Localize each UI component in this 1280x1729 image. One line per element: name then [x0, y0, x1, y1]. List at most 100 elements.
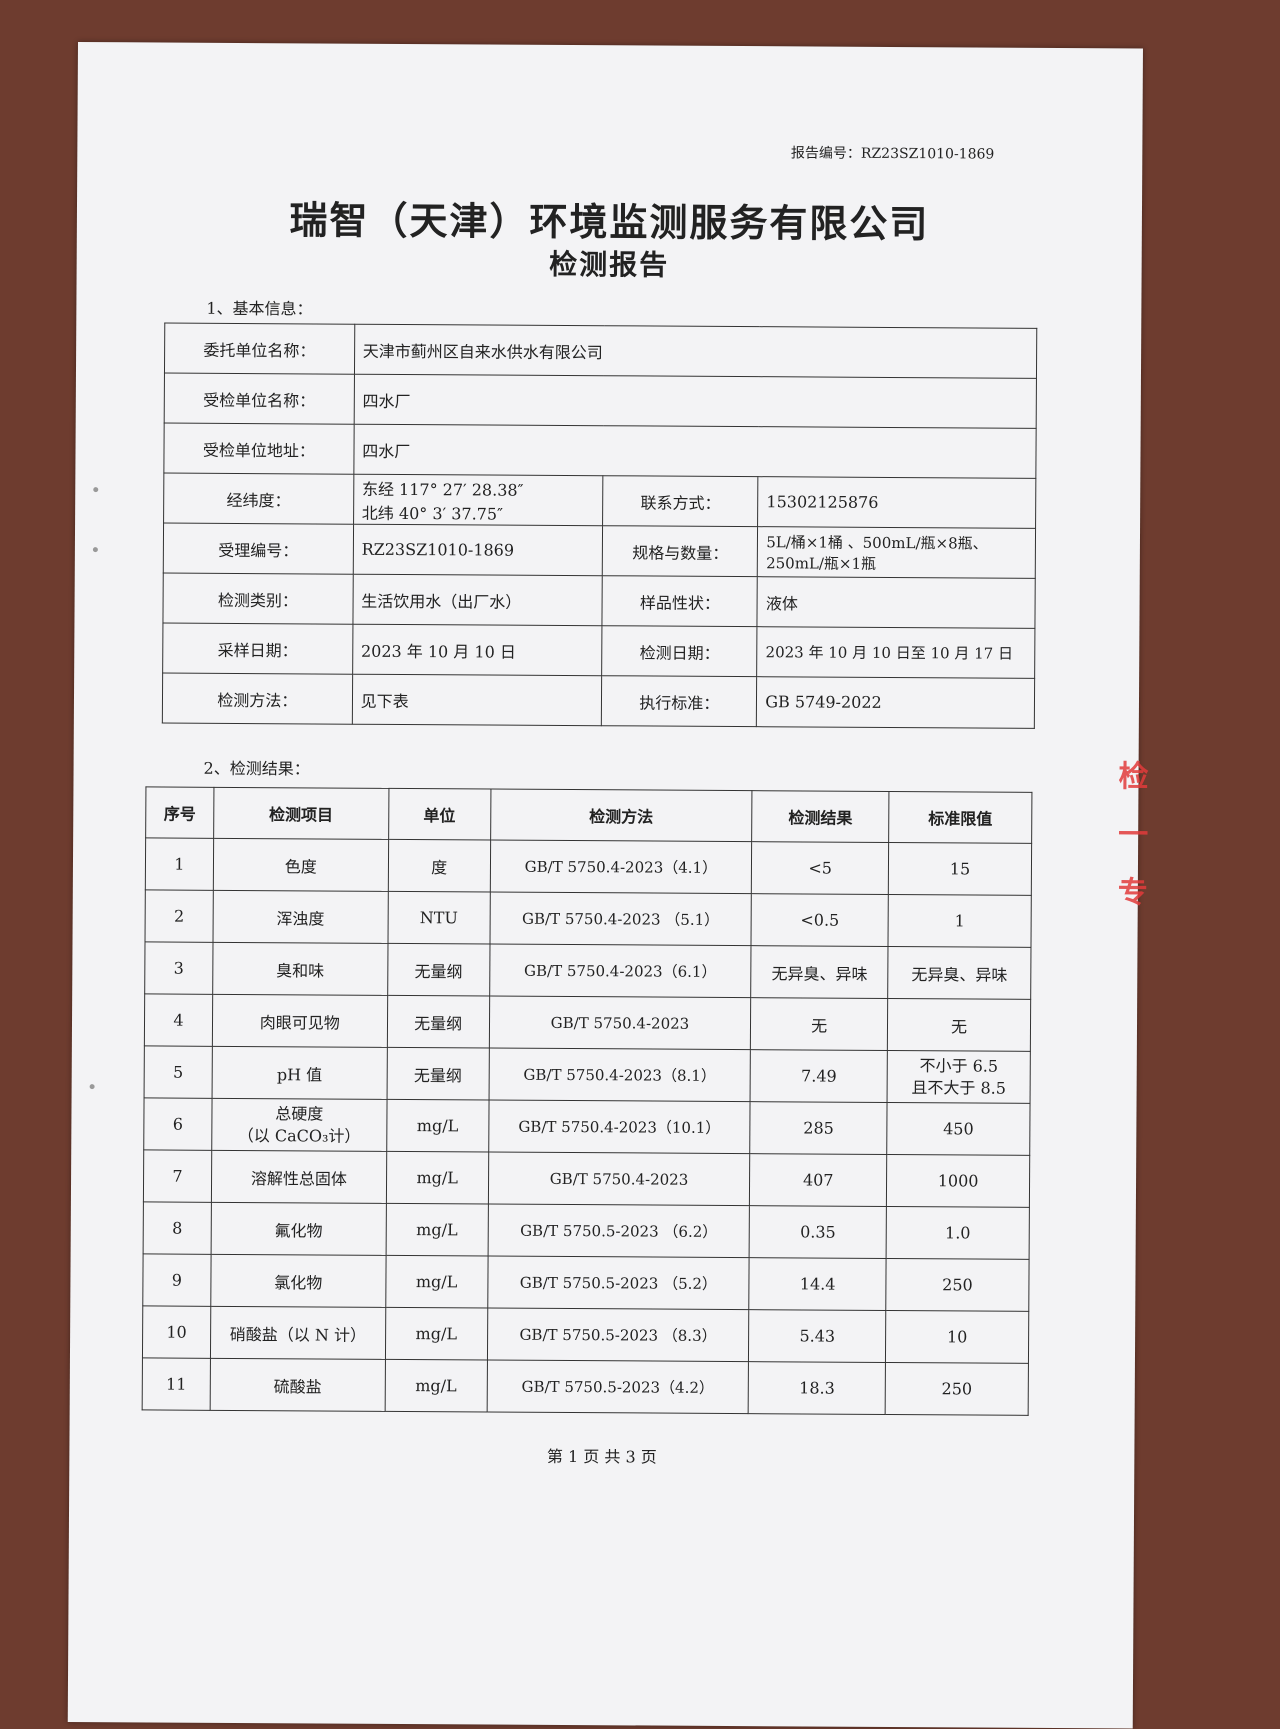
cell-unit: mg/L	[385, 1307, 488, 1361]
cell-seq: 10	[142, 1305, 211, 1359]
cell-unit: mg/L	[384, 1359, 488, 1413]
cell-unit: NTU	[387, 891, 490, 945]
report-number: 报告编号：RZ23SZ1010-1869	[790, 145, 995, 163]
label: 执行标准：	[601, 675, 757, 727]
cell-item: pH 值	[211, 1046, 388, 1100]
cell-limit: 15	[888, 842, 1032, 896]
label: 样品性状：	[602, 575, 758, 627]
cell-method: GB/T 5750.5-2023（4.2）	[486, 1360, 749, 1414]
cell-limit: 无	[887, 998, 1031, 1052]
cell-result: 285	[750, 1101, 888, 1155]
table-row: 5 pH 值无量纲 GB/T 5750.4-2023（8.1） 7.49 不小于 6.5…	[144, 1045, 1031, 1104]
cell-result: 5.43	[748, 1309, 886, 1363]
label: 检测类别：	[162, 573, 353, 625]
cell-limit: 250	[885, 1362, 1029, 1416]
binding-hole	[93, 487, 99, 493]
label: 规格与数量：	[602, 525, 758, 577]
cell-method: GB/T 5750.4-2023	[488, 1152, 751, 1206]
standard-value: GB 5749-2022	[756, 676, 1035, 729]
cell-unit: 无量纲	[387, 995, 490, 1049]
column-header: 标准限值	[888, 791, 1032, 844]
cell-result: 无异臭、异味	[750, 945, 889, 999]
table-row: 3 臭和味 无量纲 GB/T 5750.4-2023（6.1） 无异臭、异味 无异臭、异味	[144, 941, 1031, 1000]
method-value: 见下表	[352, 674, 603, 726]
cell-seq: 3	[144, 941, 213, 995]
cell-unit: 度	[388, 839, 491, 893]
cell-limit: 1.0	[886, 1206, 1030, 1260]
cell-method: GB/T 5750.4-2023（10.1）	[488, 1100, 751, 1154]
test-date-value: 2023 年 10 月 10 日至 10 月 17 日	[756, 626, 1035, 679]
cell-method: GB/T 5750.5-2023 （6.2）	[487, 1204, 750, 1258]
label: 委托单位名称：	[164, 323, 355, 375]
cell-seq: 6	[143, 1097, 212, 1151]
cell-unit: mg/L	[386, 1099, 489, 1153]
cell-item: 肉眼可见物	[212, 994, 388, 1048]
cell-limit: 10	[885, 1310, 1029, 1364]
table-row: 8 氟化物 mg/L GB/T 5750.5-2023 （6.2） 0.35 1.0	[143, 1201, 1030, 1260]
column-header: 序号	[145, 786, 214, 839]
cell-item: 硫酸盐	[210, 1358, 386, 1412]
section-basic-info: 1、基本信息：	[206, 298, 313, 319]
cell-limit: 不小于 6.5 且不大于 8.5	[887, 1050, 1031, 1104]
cell-method: GB/T 5750.5-2023 （8.3）	[487, 1308, 750, 1362]
column-header: 检测结果	[751, 790, 890, 843]
table-row: 10 硝酸盐（以 N 计） mg/L GB/T 5750.5-2023 （8.3） 5.…	[142, 1305, 1029, 1364]
cell-method: GB/T 5750.4-2023 （5.1）	[489, 892, 752, 946]
label: 联系方式：	[603, 475, 759, 527]
cell-limit: 1	[888, 894, 1032, 948]
label: 检测日期：	[602, 625, 758, 677]
binding-hole	[92, 547, 98, 553]
cell-item: 总硬度 （以 CaCO₃计）	[211, 1098, 387, 1152]
cell-result: 0.35	[749, 1205, 887, 1259]
cell-item: 氯化物	[210, 1254, 386, 1308]
cell-seq: 7	[143, 1149, 212, 1203]
cell-method: GB/T 5750.4-2023（4.1）	[489, 840, 752, 894]
type-value: 生活饮用水（出厂水）	[352, 574, 603, 626]
section-results: 2、检测结果：	[203, 758, 310, 779]
cell-limit: 1000	[886, 1154, 1030, 1208]
report-title: 检测报告	[549, 247, 670, 282]
cell-unit: mg/L	[385, 1255, 488, 1309]
cell-seq: 11	[142, 1357, 211, 1411]
binding-hole	[89, 1084, 95, 1090]
cell-item: 硝酸盐（以 N 计）	[210, 1306, 386, 1360]
state-value: 液体	[757, 576, 1036, 629]
column-header: 检测项目	[213, 787, 389, 840]
cell-unit: mg/L	[386, 1151, 489, 1205]
cell-seq: 4	[144, 993, 213, 1047]
table-row: 9 氯化物 mg/L GB/T 5750.5-2023 （5.2） 14.4 250	[142, 1253, 1030, 1312]
contact-value: 15302125876	[757, 476, 1036, 529]
cell-result: <5	[751, 841, 889, 895]
latitude: 北纬 40° 3′ 37.75″	[361, 503, 504, 524]
cell-method: GB/T 5750.5-2023 （5.2）	[487, 1256, 750, 1310]
cell-result: 407	[749, 1153, 887, 1207]
table-row: 11 硫酸盐 mg/L GB/T 5750.5-2023（4.2） 18.3 250	[142, 1357, 1029, 1416]
table-row: 6 总硬度 （以 CaCO₃计） mg/L GB/T 5750.4-2023（10.1…	[143, 1097, 1031, 1156]
cell-result: 无	[750, 997, 888, 1051]
client-value: 天津市蓟州区自来水供水有限公司	[354, 324, 1037, 379]
cell-seq: 8	[143, 1201, 212, 1255]
label: 受理编号：	[163, 523, 354, 575]
cell-seq: 5	[144, 1045, 213, 1099]
sample-date-value: 2023 年 10 月 10 日	[352, 624, 603, 676]
cell-item: 色度	[213, 838, 389, 892]
cell-unit: 无量纲	[387, 943, 490, 997]
column-header: 检测方法	[490, 789, 753, 842]
cell-limit: 250	[885, 1258, 1030, 1312]
label: 受检单位地址：	[163, 423, 354, 475]
cell-limit: 450	[886, 1102, 1031, 1156]
cell-seq: 1	[145, 837, 214, 891]
cell-unit: 无量纲	[386, 1047, 489, 1101]
table-row: 2 浑浊度 NTU GB/T 5750.4-2023 （5.1） <0.5 1	[145, 889, 1032, 948]
label: 检测方法：	[162, 673, 353, 725]
report-page: 报告编号：RZ23SZ1010-1869 瑞智（天津）环境监测服务有限公司 检测…	[67, 42, 1149, 1729]
cell-item: 溶解性总固体	[211, 1150, 387, 1204]
cell-item: 氟化物	[211, 1202, 387, 1256]
table-row: 7 溶解性总固体 mg/L GB/T 5750.4-2023 407 1000	[143, 1149, 1030, 1208]
spec-line: 250mL/瓶×1瓶	[766, 553, 877, 573]
table-row: 1 色度度 GB/T 5750.4-2023（4.1） <5 15	[145, 837, 1032, 896]
spec-line: 5L/桶×1桶 、500mL/瓶×8瓶、	[766, 532, 988, 553]
cell-item: 浑浊度	[212, 890, 389, 944]
spec-value: 5L/桶×1桶 、500mL/瓶×8瓶、 250mL/瓶×1瓶	[757, 526, 1036, 579]
cell-result: 14.4	[749, 1257, 887, 1311]
